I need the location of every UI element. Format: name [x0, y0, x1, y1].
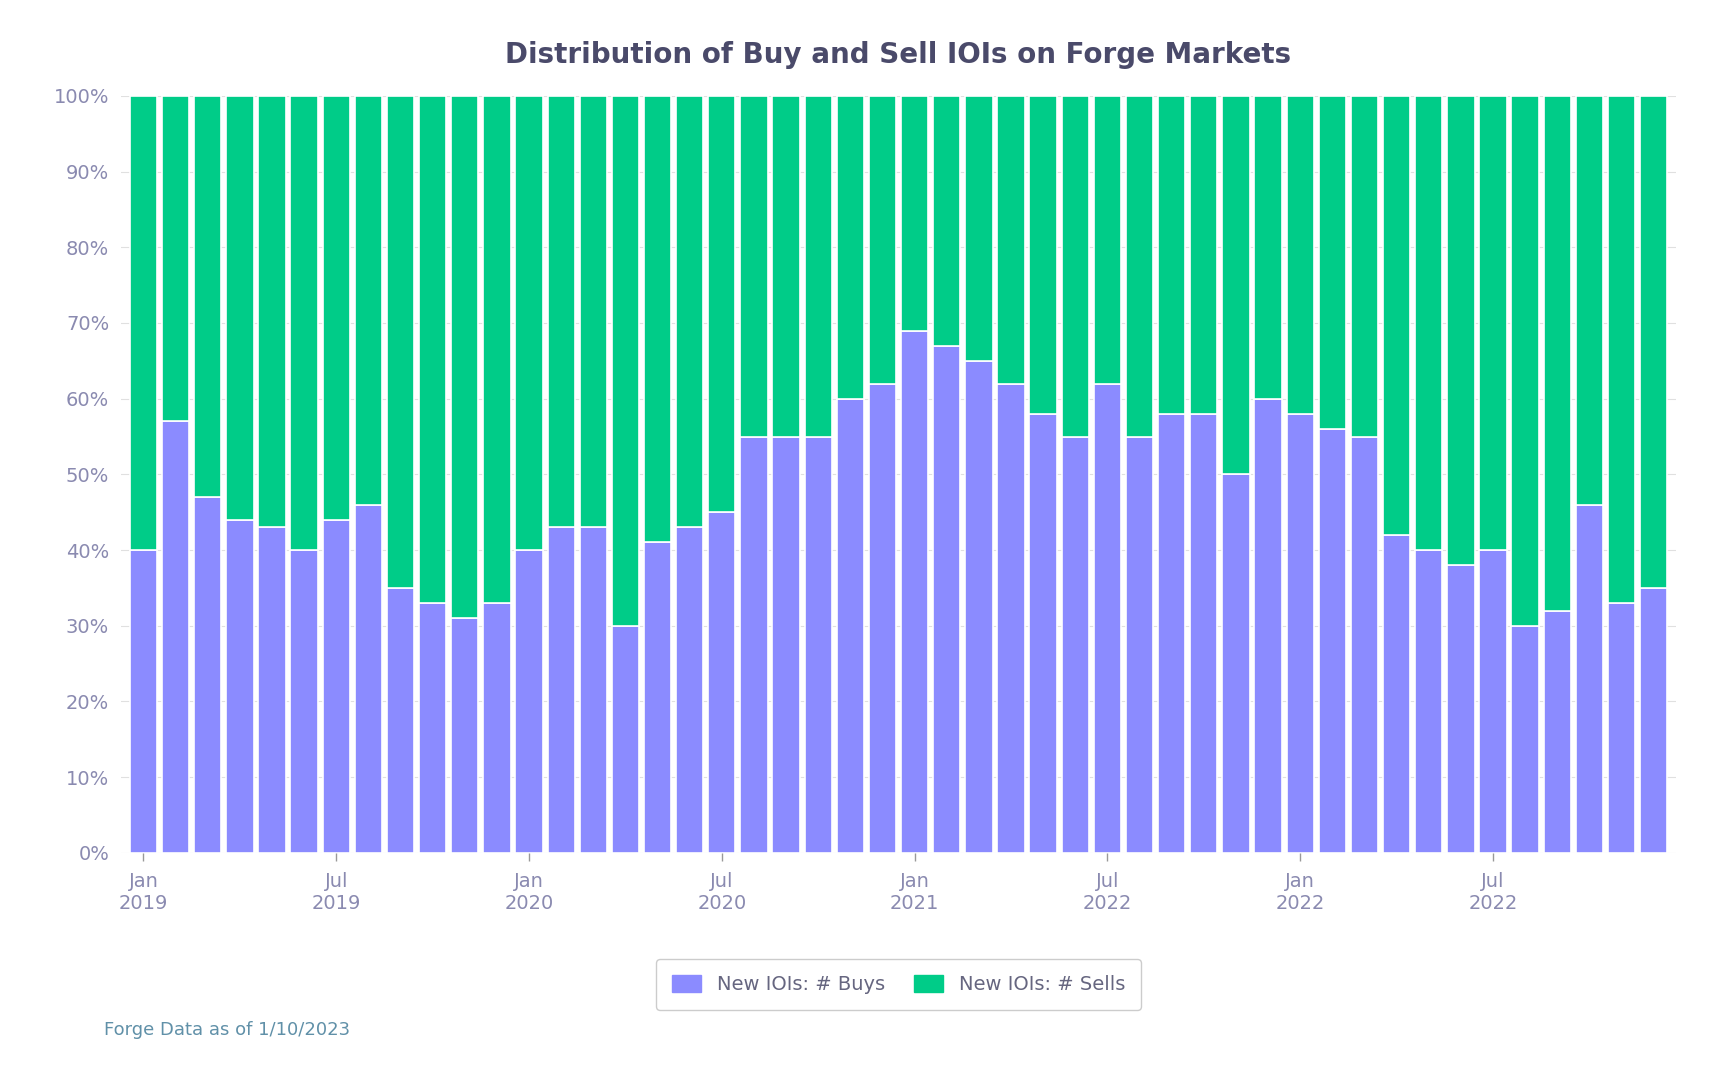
Bar: [1222, 474, 1249, 853]
Bar: [484, 603, 510, 853]
Bar: [966, 96, 992, 360]
Bar: [645, 543, 670, 853]
Bar: [226, 96, 254, 520]
Bar: [548, 528, 575, 853]
Bar: [515, 96, 543, 550]
Bar: [676, 96, 703, 528]
Bar: [484, 96, 510, 603]
Bar: [418, 603, 446, 853]
Bar: [708, 96, 736, 512]
Bar: [1543, 96, 1571, 611]
Bar: [579, 528, 607, 853]
Bar: [387, 587, 415, 853]
Bar: [515, 550, 543, 853]
Bar: [1318, 429, 1346, 853]
Bar: [323, 96, 349, 520]
Bar: [1512, 626, 1540, 853]
Title: Distribution of Buy and Sell IOIs on Forge Markets: Distribution of Buy and Sell IOIs on For…: [506, 41, 1291, 68]
Bar: [1448, 565, 1474, 853]
Bar: [226, 520, 254, 853]
Bar: [612, 96, 639, 626]
Bar: [772, 96, 800, 437]
Bar: [1094, 96, 1121, 384]
Text: Forge Data as of 1/10/2023: Forge Data as of 1/10/2023: [104, 1021, 349, 1039]
Bar: [836, 399, 864, 853]
Bar: [997, 96, 1025, 384]
Bar: [900, 96, 928, 330]
Bar: [1607, 96, 1635, 603]
Bar: [290, 96, 318, 550]
Bar: [740, 437, 767, 853]
Bar: [1094, 384, 1121, 853]
Bar: [1158, 96, 1185, 414]
Bar: [451, 618, 479, 853]
Bar: [194, 497, 221, 853]
Bar: [130, 550, 157, 853]
Bar: [805, 437, 831, 853]
Bar: [966, 360, 992, 853]
Bar: [548, 96, 575, 528]
Bar: [290, 550, 318, 853]
Bar: [1287, 96, 1313, 414]
Bar: [1479, 550, 1507, 853]
Bar: [676, 528, 703, 853]
Bar: [387, 96, 415, 587]
Bar: [1351, 437, 1379, 853]
Bar: [1351, 96, 1379, 437]
Bar: [1415, 550, 1443, 853]
Bar: [772, 437, 800, 853]
Bar: [1576, 96, 1604, 504]
Bar: [451, 96, 479, 618]
Bar: [869, 96, 897, 384]
Bar: [869, 384, 897, 853]
Bar: [1640, 587, 1668, 853]
Bar: [130, 96, 157, 550]
Bar: [354, 96, 382, 504]
Bar: [1191, 96, 1218, 414]
Bar: [1158, 414, 1185, 853]
Bar: [933, 96, 961, 345]
Bar: [612, 626, 639, 853]
Bar: [1127, 96, 1153, 437]
Bar: [1382, 96, 1410, 535]
Bar: [1415, 96, 1443, 550]
Bar: [708, 512, 736, 853]
Bar: [1479, 96, 1507, 550]
Bar: [162, 96, 190, 421]
Bar: [257, 96, 285, 528]
Bar: [933, 345, 961, 853]
Bar: [1255, 399, 1282, 853]
Bar: [323, 520, 349, 853]
Bar: [1512, 96, 1540, 626]
Bar: [1382, 535, 1410, 853]
Bar: [1191, 414, 1218, 853]
Bar: [1030, 414, 1058, 853]
Bar: [257, 528, 285, 853]
Bar: [997, 384, 1025, 853]
Bar: [162, 421, 190, 853]
Bar: [836, 96, 864, 399]
Bar: [194, 96, 221, 497]
Bar: [740, 96, 767, 437]
Bar: [1255, 96, 1282, 399]
Bar: [579, 96, 607, 528]
Bar: [1576, 504, 1604, 853]
Bar: [805, 96, 831, 437]
Bar: [1030, 96, 1058, 414]
Legend: New IOIs: # Buys, New IOIs: # Sells: New IOIs: # Buys, New IOIs: # Sells: [657, 959, 1140, 1010]
Bar: [645, 96, 670, 543]
Bar: [1543, 611, 1571, 853]
Bar: [418, 96, 446, 603]
Bar: [900, 330, 928, 853]
Bar: [354, 504, 382, 853]
Bar: [1061, 437, 1089, 853]
Bar: [1448, 96, 1474, 565]
Bar: [1287, 414, 1313, 853]
Bar: [1640, 96, 1668, 587]
Bar: [1607, 603, 1635, 853]
Bar: [1061, 96, 1089, 437]
Bar: [1318, 96, 1346, 429]
Bar: [1127, 437, 1153, 853]
Bar: [1222, 96, 1249, 474]
